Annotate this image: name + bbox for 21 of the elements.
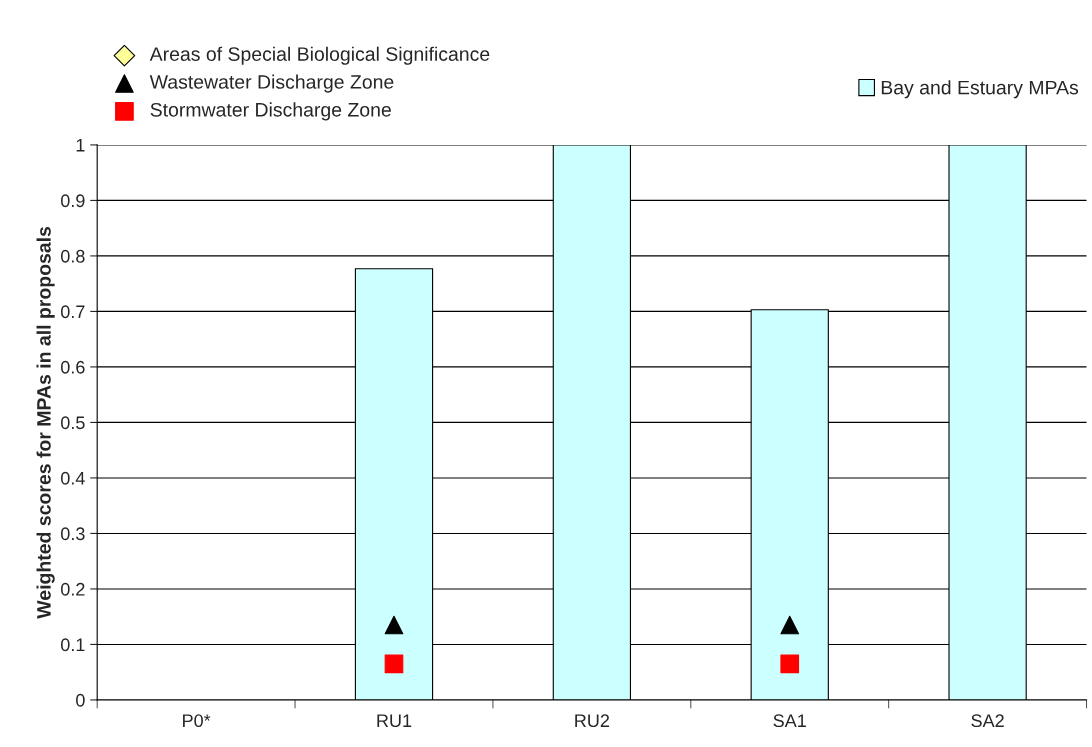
y-tick-label: 0.6 (60, 360, 85, 374)
y-tick-label: 0.3 (60, 527, 85, 541)
x-tick-label: P0* (183, 714, 211, 728)
x-tick-label: RU1 (377, 714, 412, 728)
y-tick-label: 0 (76, 693, 85, 707)
y-tick-label: 1 (76, 139, 85, 152)
y-tick-label: 0.1 (60, 638, 85, 652)
legend-label: Areas of Special Biological Significance (149, 46, 490, 65)
x-tick-label: RU2 (575, 714, 610, 728)
legend-label: Stormwater Discharge Zone (150, 102, 391, 121)
legend-label: Bay and Estuary MPAs (881, 80, 1079, 99)
x-tick-label: SA2 (971, 714, 1004, 728)
x-tick-label: SA1 (773, 714, 806, 728)
y-axis-title: Weighted scores for MPAs in all proposals (36, 226, 55, 619)
y-tick-label: 0.5 (60, 416, 85, 430)
legend-label: Wastewater Discharge Zone (149, 74, 394, 93)
y-tick-label: 0.4 (60, 471, 85, 485)
y-tick-label: 0.2 (60, 582, 85, 596)
y-tick-label: 0.9 (60, 194, 85, 208)
y-tick-label: 0.8 (60, 249, 85, 263)
y-tick-label: 0.7 (60, 305, 85, 319)
